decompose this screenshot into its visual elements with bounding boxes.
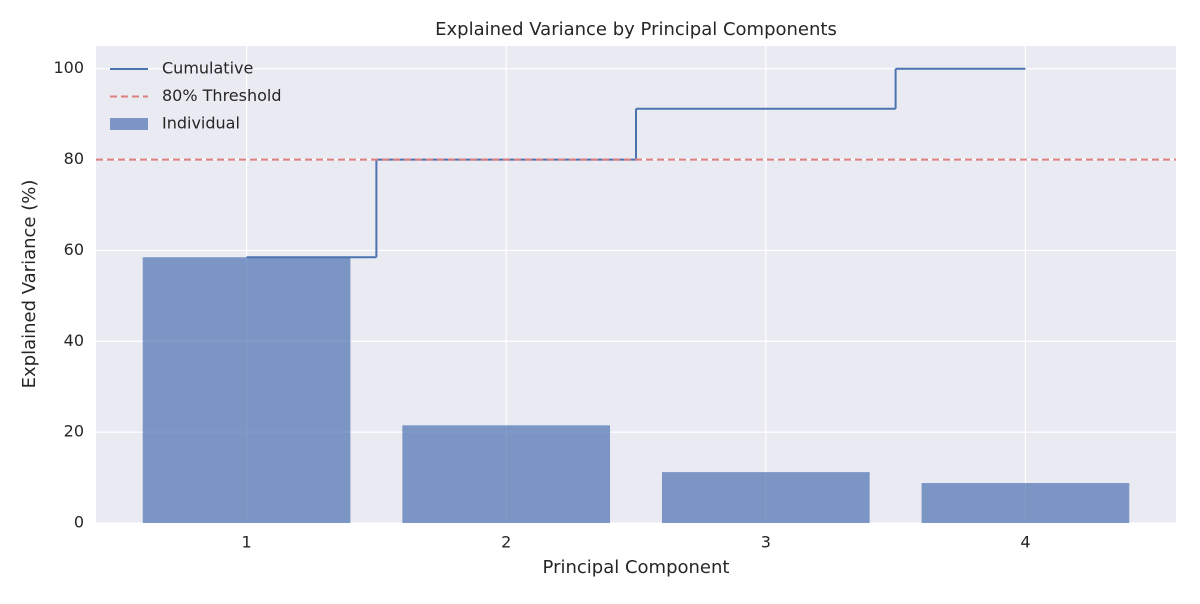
legend-swatch: [110, 118, 148, 130]
x-tick-label: 4: [1020, 533, 1030, 552]
x-tick-label: 2: [501, 533, 511, 552]
x-axis-label: Principal Component: [543, 557, 730, 578]
y-tick-label: 0: [74, 513, 84, 532]
legend-label: Cumulative: [162, 59, 253, 78]
legend-label: Individual: [162, 114, 240, 133]
y-axis-label: Explained Variance (%): [19, 180, 40, 389]
bar: [661, 472, 870, 523]
chart-title: Explained Variance by Principal Componen…: [435, 19, 837, 40]
bar: [402, 425, 611, 523]
y-tick-label: 100: [53, 58, 84, 77]
y-tick-label: 20: [64, 422, 84, 441]
x-tick-label: 1: [241, 533, 251, 552]
y-tick-label: 80: [64, 149, 84, 168]
bar: [142, 257, 351, 523]
legend-label: 80% Threshold: [162, 86, 282, 105]
bar: [921, 483, 1130, 523]
y-tick-label: 40: [64, 331, 84, 350]
y-tick-label: 60: [64, 240, 84, 259]
x-tick-label: 3: [761, 533, 771, 552]
